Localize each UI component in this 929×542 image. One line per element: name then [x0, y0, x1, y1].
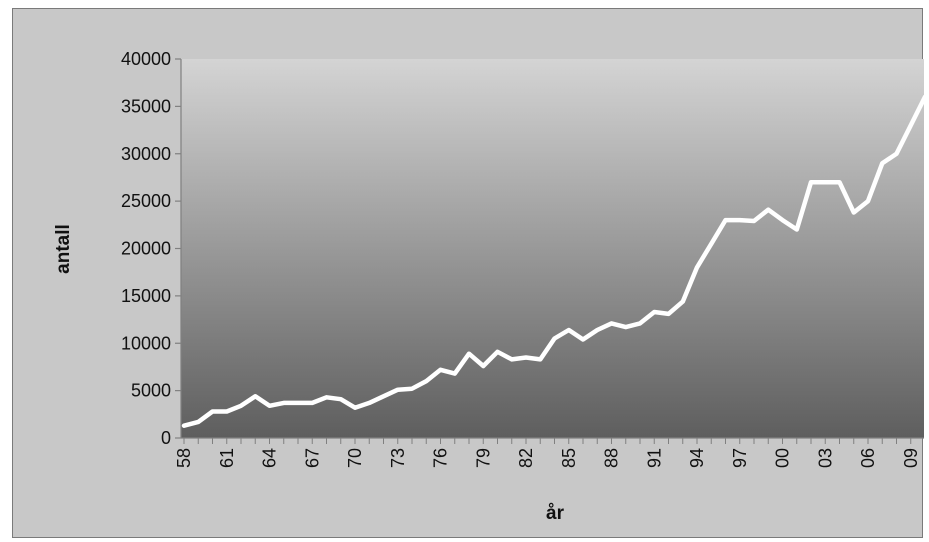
y-tick-label: 0: [161, 428, 171, 448]
x-tick-label: 91: [644, 448, 664, 468]
chart-frame: 0 5000 10000 15000 20000 25000 30000 35000 40000…: [12, 8, 924, 538]
x-tick-label: 09: [901, 448, 921, 468]
x-tick-label: 97: [730, 448, 750, 468]
x-tick-label: 67: [302, 448, 322, 468]
line-chart: 0 5000 10000 15000 20000 25000 30000 35000 40000…: [53, 49, 924, 524]
x-tick-label: 06: [858, 448, 878, 468]
x-tick-label: 03: [815, 448, 835, 468]
x-tick-label: 61: [217, 448, 237, 468]
x-tick-label: 73: [388, 448, 408, 468]
y-tick-label: 40000: [121, 49, 171, 69]
x-axis-title: år: [546, 503, 565, 524]
y-tick-label: 5000: [131, 381, 171, 401]
x-tick-label: 58: [174, 448, 194, 468]
y-tick-label: 10000: [121, 333, 171, 353]
y-tick-label: 20000: [121, 239, 171, 259]
plot-area: [181, 59, 924, 438]
y-tick-label: 25000: [121, 191, 171, 211]
y-tick-label: 30000: [121, 144, 171, 164]
series-line: [181, 94, 924, 428]
y-tick-label: 15000: [121, 286, 171, 306]
x-tick-label: 82: [516, 448, 536, 468]
x-tick-label: 76: [431, 448, 451, 468]
x-tick-label: 00: [773, 448, 793, 468]
y-tick-label: 35000: [121, 96, 171, 116]
x-tick-label: 88: [602, 448, 622, 468]
x-tick-label: 64: [260, 448, 280, 468]
x-tick-label: 79: [473, 448, 493, 468]
y-axis-title: antall: [53, 224, 74, 274]
x-tick-label: 70: [345, 448, 365, 468]
x-tick-label: 94: [687, 448, 707, 468]
x-tick-label: 85: [559, 448, 579, 468]
